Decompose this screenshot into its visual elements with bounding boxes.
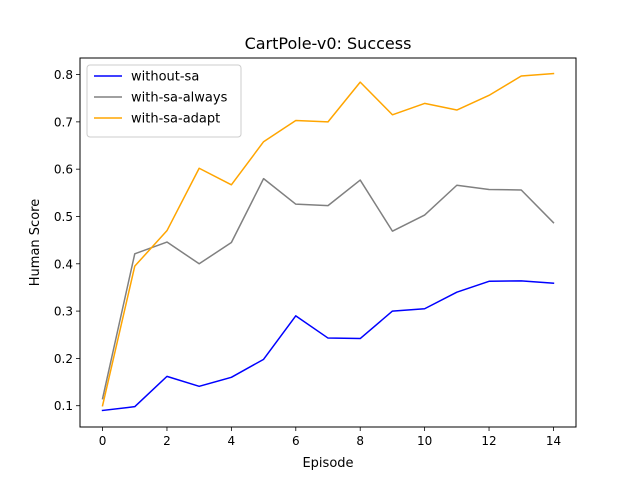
legend-box <box>86 64 242 138</box>
y-tick-label: 0.3 <box>54 305 73 319</box>
plot-lines <box>101 72 555 412</box>
legend-label: with-sa-always <box>131 91 228 106</box>
legend-label: without-sa <box>131 70 199 85</box>
y-tick-label: 0.1 <box>54 399 73 413</box>
legend: without-sa with-sa-always with-sa-adapt <box>86 64 242 138</box>
x-tick-label: 14 <box>546 434 561 448</box>
x-tick-label: 10 <box>417 434 432 448</box>
legend-label: with-sa-adapt <box>131 112 220 127</box>
x-axis: 0 2 4 6 8 10 12 14 <box>99 427 561 448</box>
x-tick-label: 6 <box>292 434 300 448</box>
y-tick-label: 0.5 <box>54 210 73 224</box>
y-axis-label: Human Score <box>28 199 43 286</box>
y-tick-label: 0.2 <box>54 352 73 366</box>
y-tick-label: 0.6 <box>54 163 73 177</box>
y-tick-label: 0.4 <box>54 257 73 271</box>
x-tick-label: 8 <box>356 434 364 448</box>
series-line-with-sa-always <box>101 177 555 400</box>
y-tick-label: 0.7 <box>54 115 73 129</box>
chart-title: CartPole-v0: Success <box>245 34 412 53</box>
y-axis: 0.1 0.2 0.3 0.4 0.5 0.6 0.7 0.8 <box>54 68 80 413</box>
x-axis-label: Episode <box>302 456 353 471</box>
x-tick-label: 4 <box>228 434 236 448</box>
y-tick-label: 0.8 <box>54 68 73 82</box>
x-tick-label: 12 <box>481 434 496 448</box>
plot-frame <box>79 57 577 428</box>
series-line-without-sa <box>101 280 555 412</box>
x-tick-label: 0 <box>99 434 107 448</box>
x-tick-label: 2 <box>163 434 171 448</box>
series-line-with-sa-adapt <box>101 72 555 407</box>
